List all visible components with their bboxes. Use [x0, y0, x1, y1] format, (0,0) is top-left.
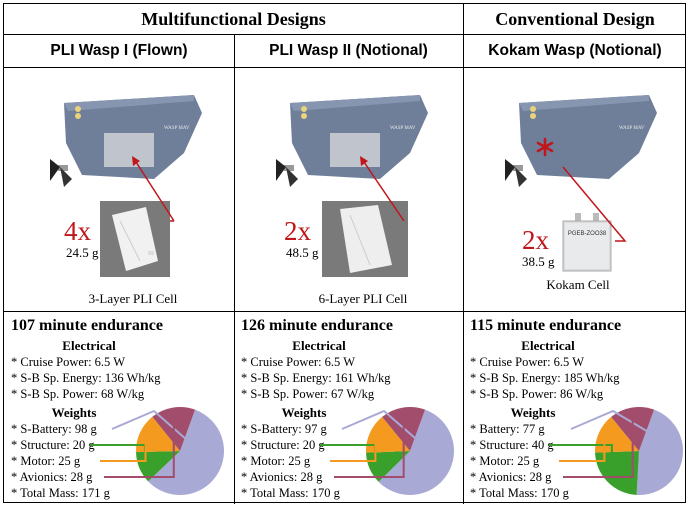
mass-breakdown-pie [234, 311, 463, 504]
design-image-cell: WASP MAV PGEB-ZOO38 2x 38.5 g Kokam Cell [463, 67, 687, 311]
design-image-cell: WASP MAV 4x 24.5 g 3-Layer PLI Cell [4, 67, 234, 311]
cell-multiplier: 2x [284, 218, 311, 245]
column-title: PLI Wasp I (Flown) [4, 34, 234, 67]
comparison-table: Multifunctional Designs Conventional Des… [3, 3, 686, 503]
cell-label: Kokam Cell [523, 277, 633, 293]
mass-breakdown-pie [4, 311, 234, 504]
pointer-arrow [234, 67, 463, 311]
pointer-arrow [4, 67, 234, 311]
mass-breakdown-pie [463, 311, 687, 504]
cell-mass: 38.5 g [522, 254, 555, 270]
cell-mass: 48.5 g [286, 245, 319, 261]
multifunctional-header: Multifunctional Designs [4, 4, 463, 34]
column-title: Kokam Wasp (Notional) [463, 34, 687, 67]
column-title: PLI Wasp II (Notional) [234, 34, 463, 67]
design-specs-cell: 107 minute endurance Electrical * Cruise… [4, 311, 234, 504]
pointer-arrow [463, 67, 687, 311]
cell-label: 3-Layer PLI Cell [68, 291, 198, 307]
design-specs-cell: 115 minute endurance Electrical * Cruise… [463, 311, 687, 504]
cell-mass: 24.5 g [66, 245, 99, 261]
design-specs-cell: 126 minute endurance Electrical * Cruise… [234, 311, 463, 504]
cell-label: 6-Layer PLI Cell [298, 291, 428, 307]
conventional-header: Conventional Design [463, 4, 687, 34]
cell-multiplier: 4x [64, 218, 91, 245]
design-image-cell: WASP MAV 2x 48.5 g 6-Layer PLI Cell [234, 67, 463, 311]
cell-multiplier: 2x [522, 227, 549, 254]
